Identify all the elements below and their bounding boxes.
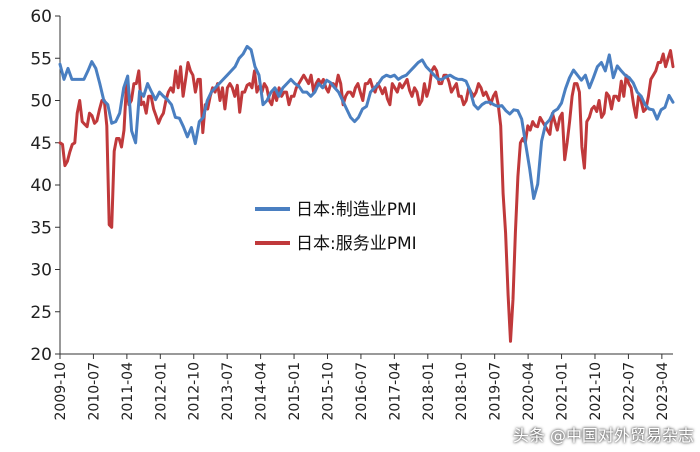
y-tick-label: 50 [30,92,52,112]
y-tick-label: 25 [30,303,52,323]
legend-label-services: 日本:服务业PMI [296,234,417,254]
y-tick-label: 35 [30,218,52,238]
x-tick-label: 2021-10 [588,362,604,421]
y-tick-label: 30 [30,261,52,281]
x-tick-label: 2014-04 [254,362,270,421]
x-tick-label: 2017-04 [387,362,403,421]
x-tick-label: 2013-07 [220,362,236,421]
x-tick-label: 2021-01 [555,362,571,421]
series-line-services [58,49,675,343]
x-tick-label: 2016-07 [354,362,370,421]
x-tick-label: 2011-04 [120,362,136,421]
x-tick-label: 2015-10 [320,362,336,421]
x-tick-label: 2012-10 [187,362,203,421]
x-tick-label: 2022-07 [621,362,637,421]
x-tick-label: 2012-01 [153,362,169,421]
watermark: 头条 @中国对外贸易杂志 [512,426,694,445]
x-tick-label: 2018-01 [421,362,437,421]
x-tick-label: 2010-07 [86,362,102,421]
y-tick-label: 45 [30,134,52,154]
y-tick-label: 40 [30,176,52,196]
y-tick-label: 55 [30,49,52,69]
x-tick-label: 2023-04 [655,362,671,421]
x-tick-label: 2018-10 [454,362,470,421]
x-tick-label: 2015-01 [287,362,303,421]
x-tick-label: 2020-04 [521,362,537,421]
series-line-manufacturing [58,44,675,200]
legend: 日本:制造业PMI 日本:服务业PMI [255,200,417,254]
y-tick-label: 60 [30,7,52,27]
y-tick-label: 20 [30,345,52,365]
x-axis: 2009-10 2010-07 2011-04 2012-01 2012-10 2013-… [53,353,673,421]
legend-label-manufacturing: 日本:制造业PMI [296,200,417,220]
series-lines [58,44,675,343]
x-tick-label: 2009-10 [53,362,69,421]
x-tick-label: 2019-07 [488,362,504,421]
y-axis: 20 25 30 35 40 45 50 55 60 [30,7,61,365]
